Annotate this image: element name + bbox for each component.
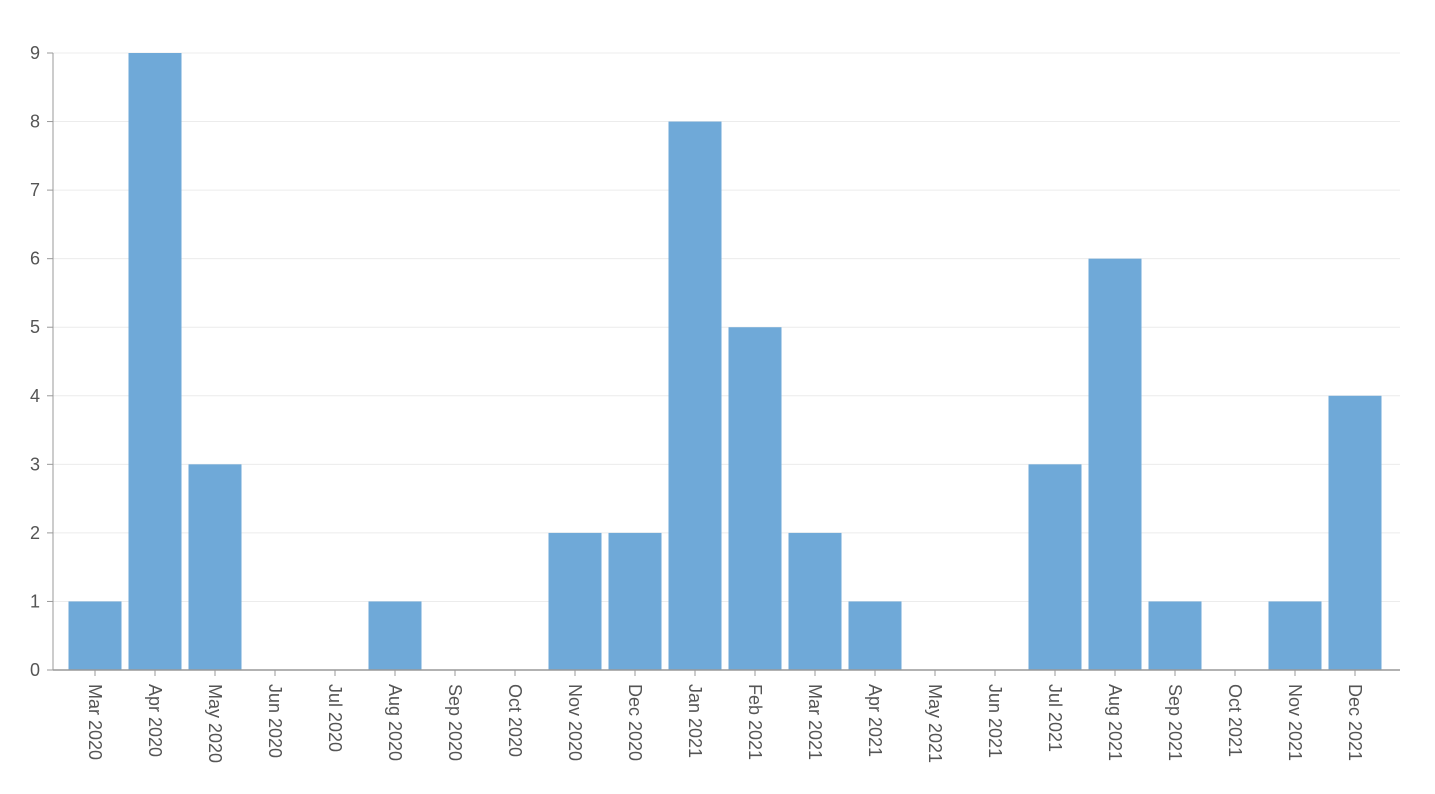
y-tick-label: 8 <box>30 112 40 132</box>
x-tick-label: Jun 2021 <box>985 684 1005 758</box>
x-tick-label: Nov 2020 <box>565 684 585 761</box>
y-tick-label: 7 <box>30 180 40 200</box>
bar[interactable] <box>68 601 122 670</box>
bar[interactable] <box>668 121 722 671</box>
x-tick-label: Apr 2020 <box>145 684 165 757</box>
y-tick-label: 6 <box>30 249 40 269</box>
y-tick-label: 3 <box>30 454 40 474</box>
x-tick-label: Jan 2021 <box>685 684 705 758</box>
axes <box>47 52 1400 676</box>
bar[interactable] <box>608 532 662 670</box>
y-tick-label: 4 <box>30 386 40 406</box>
x-tick-label: Sep 2021 <box>1165 684 1185 761</box>
bar[interactable] <box>1268 601 1322 670</box>
y-tick-label: 2 <box>30 523 40 543</box>
x-tick-label: Sep 2020 <box>445 684 465 761</box>
x-tick-label: Mar 2021 <box>805 684 825 760</box>
bar[interactable] <box>728 327 782 670</box>
x-tick-label: Jun 2020 <box>265 684 285 758</box>
bar[interactable] <box>1088 258 1142 670</box>
x-tick-label: Oct 2020 <box>505 684 525 757</box>
bar[interactable] <box>368 601 422 670</box>
x-tick-label: May 2021 <box>925 684 945 763</box>
bar[interactable] <box>128 53 182 670</box>
x-tick-label: May 2020 <box>205 684 225 763</box>
bar[interactable] <box>1148 601 1202 670</box>
y-tick-label: 1 <box>30 591 40 611</box>
x-tick-label: Aug 2021 <box>1105 684 1125 761</box>
x-tick-label: Jul 2020 <box>325 684 345 752</box>
y-tick-label: 9 <box>30 43 40 63</box>
x-tick-labels: Mar 2020 Apr 2020 May 2020 Jun 2020 Jul 2020… <box>85 684 1365 763</box>
grid-lines <box>53 52 1400 602</box>
x-tick-label: Dec 2020 <box>625 684 645 761</box>
x-tick-label: Feb 2021 <box>745 684 765 760</box>
bar[interactable] <box>1028 464 1082 670</box>
bar[interactable] <box>848 601 902 670</box>
x-tick-label: Dec 2021 <box>1345 684 1365 761</box>
bar[interactable] <box>1328 395 1382 670</box>
bar[interactable] <box>188 464 242 670</box>
y-tick-label: 5 <box>30 317 40 337</box>
x-tick-label: Oct 2021 <box>1225 684 1245 757</box>
bar[interactable] <box>788 532 842 670</box>
y-tick-labels: 0 1 2 3 4 5 6 7 8 9 <box>30 43 40 680</box>
bar[interactable] <box>548 532 602 670</box>
y-tick-label: 0 <box>30 660 40 680</box>
x-tick-label: Jul 2021 <box>1045 684 1065 752</box>
x-tick-label: Nov 2021 <box>1285 684 1305 761</box>
x-tick-label: Apr 2021 <box>865 684 885 757</box>
bars <box>68 53 1382 671</box>
x-tick-label: Aug 2020 <box>385 684 405 761</box>
x-tick-label: Mar 2020 <box>85 684 105 760</box>
